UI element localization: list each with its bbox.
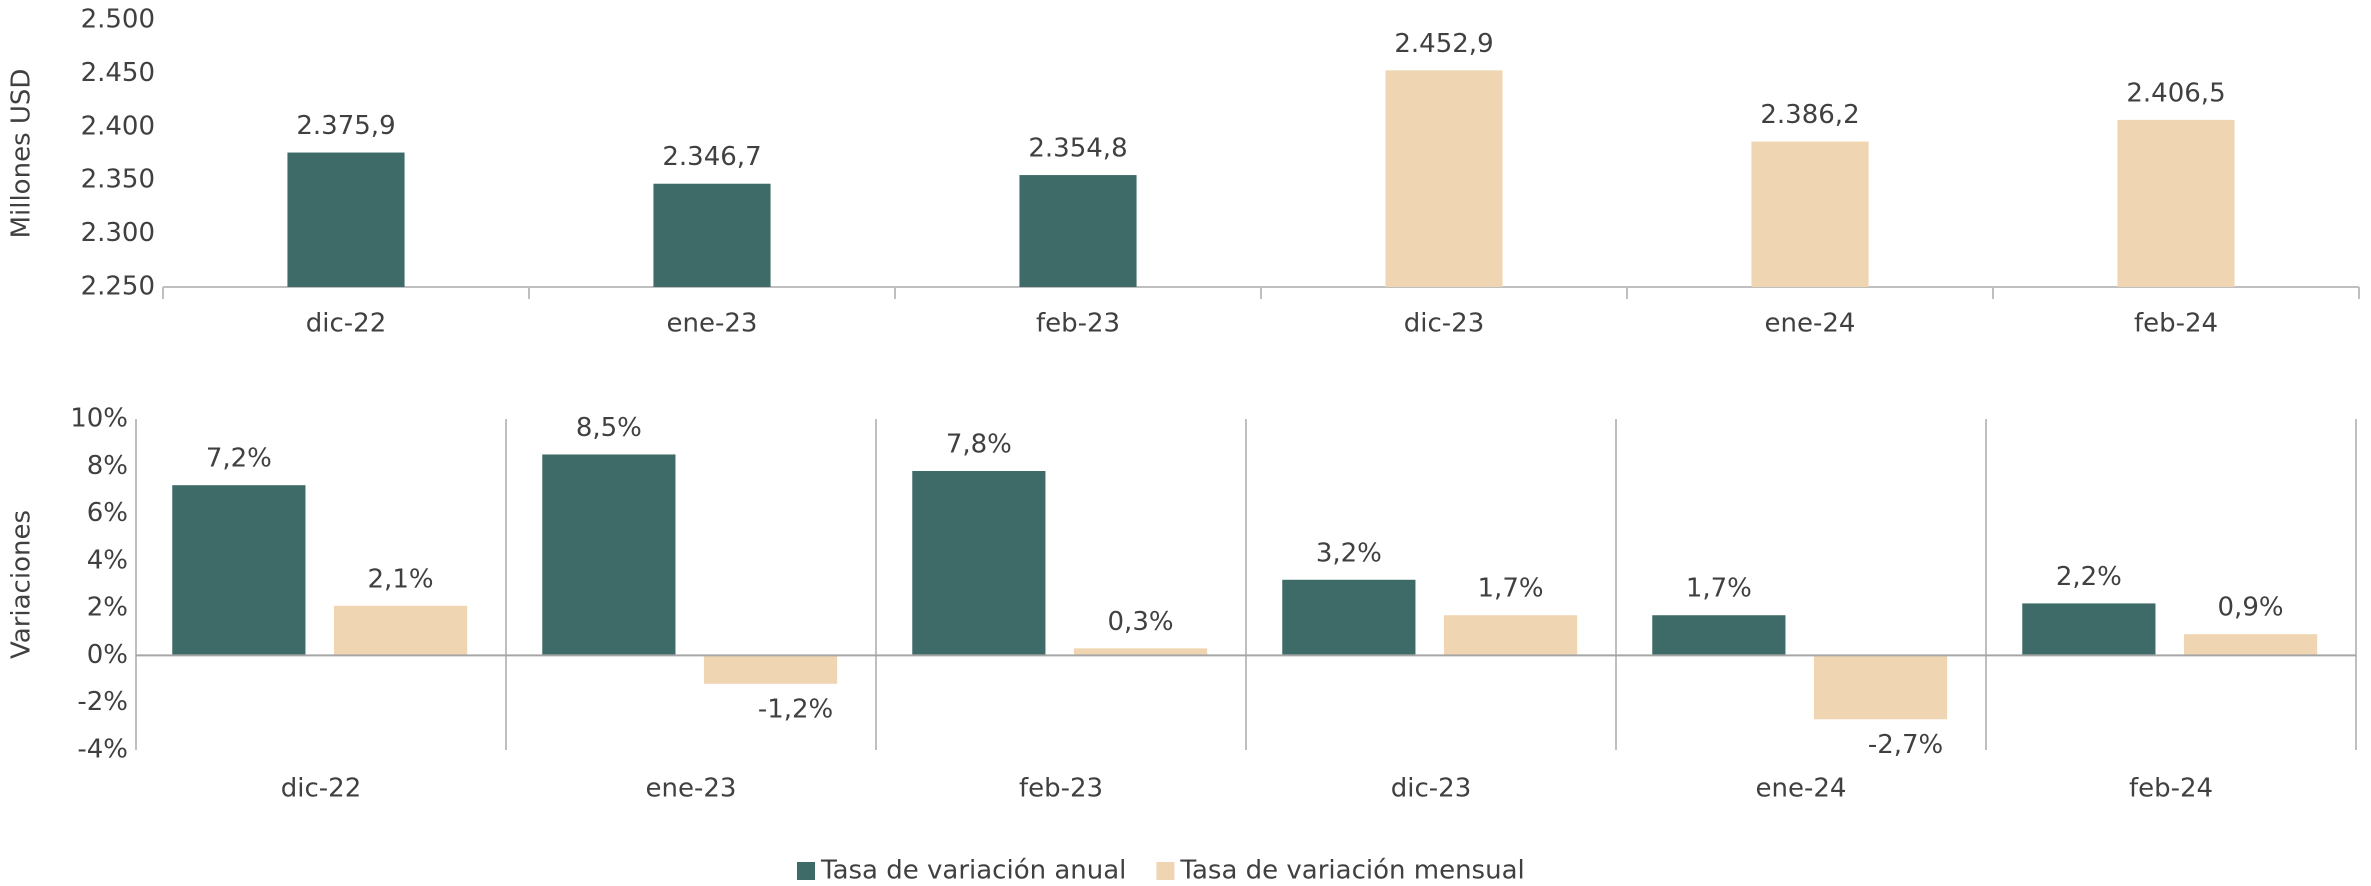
data-label: 3,2%: [1316, 538, 1382, 568]
bar: [542, 454, 676, 656]
y-tick-label: 2.350: [81, 165, 155, 195]
y-tick-label: 2.400: [81, 111, 155, 141]
bar: [1385, 70, 1503, 288]
bar: [172, 485, 306, 656]
y-tick-label: 2.450: [81, 58, 155, 88]
x-tick-label: feb-23: [1036, 309, 1120, 339]
y-axis-title: Millones USD: [7, 69, 37, 239]
y-tick-label: 2%: [87, 593, 128, 623]
data-label: 1,7%: [1478, 574, 1544, 604]
bar: [912, 471, 1046, 656]
bar: [653, 183, 771, 287]
y-tick-label: 4%: [87, 545, 128, 575]
data-label: 7,2%: [206, 444, 272, 474]
x-tick-label: feb-24: [2134, 309, 2218, 339]
x-tick-label: feb-24: [2129, 774, 2213, 804]
data-label: 0,3%: [1108, 607, 1174, 637]
data-label: 2.354,8: [1028, 134, 1127, 164]
data-label: 2.375,9: [296, 111, 395, 141]
data-label: 2.346,7: [662, 142, 761, 172]
data-label: 2.406,5: [2126, 78, 2225, 108]
data-label: 1,7%: [1686, 574, 1752, 604]
x-tick-label: dic-22: [281, 774, 362, 804]
bar: [2183, 634, 2318, 656]
data-label: 0,9%: [2218, 593, 2284, 623]
bar: [1751, 141, 1869, 287]
data-label: 2.452,9: [1394, 29, 1493, 59]
x-tick-label: feb-23: [1019, 774, 1103, 804]
x-tick-label: ene-24: [1756, 774, 1847, 804]
bar: [1652, 615, 1786, 656]
bar: [1282, 579, 1416, 656]
bar: [703, 655, 838, 684]
bar: [1073, 648, 1208, 656]
data-label: -2,7%: [1868, 730, 1943, 760]
y-tick-label: -2%: [77, 687, 128, 717]
legend-label: Tasa de variación mensual: [1179, 856, 1524, 886]
bar: [1443, 615, 1578, 656]
data-label: 7,8%: [946, 430, 1012, 460]
bar: [333, 605, 468, 656]
legend-swatch: [1156, 862, 1175, 880]
x-tick-label: dic-23: [1404, 309, 1485, 339]
legend-swatch: [797, 862, 815, 880]
bar: [287, 152, 405, 287]
bar: [1813, 655, 1948, 720]
x-tick-label: ene-24: [1765, 309, 1856, 339]
y-axis-title: Variaciones: [7, 510, 37, 659]
y-tick-label: 10%: [70, 404, 128, 434]
legend-label: Tasa de variación anual: [820, 856, 1126, 886]
y-tick-label: 8%: [87, 451, 128, 481]
data-label: 2,1%: [368, 564, 434, 594]
y-tick-label: 2.300: [81, 218, 155, 248]
y-tick-label: 0%: [87, 640, 128, 670]
data-label: -1,2%: [758, 694, 833, 724]
bar: [1019, 175, 1137, 287]
y-tick-label: 6%: [87, 498, 128, 528]
y-tick-label: -4%: [77, 735, 128, 765]
data-label: 2,2%: [2056, 562, 2122, 592]
x-tick-label: ene-23: [646, 774, 737, 804]
bar: [2117, 119, 2235, 287]
y-tick-label: 2.500: [81, 5, 155, 35]
data-label: 8,5%: [576, 413, 642, 443]
bar: [2022, 603, 2156, 656]
x-tick-label: ene-23: [667, 309, 758, 339]
x-tick-label: dic-22: [306, 309, 387, 339]
data-label: 2.386,2: [1760, 100, 1859, 130]
y-tick-label: 2.250: [81, 272, 155, 302]
x-tick-label: dic-23: [1391, 774, 1472, 804]
